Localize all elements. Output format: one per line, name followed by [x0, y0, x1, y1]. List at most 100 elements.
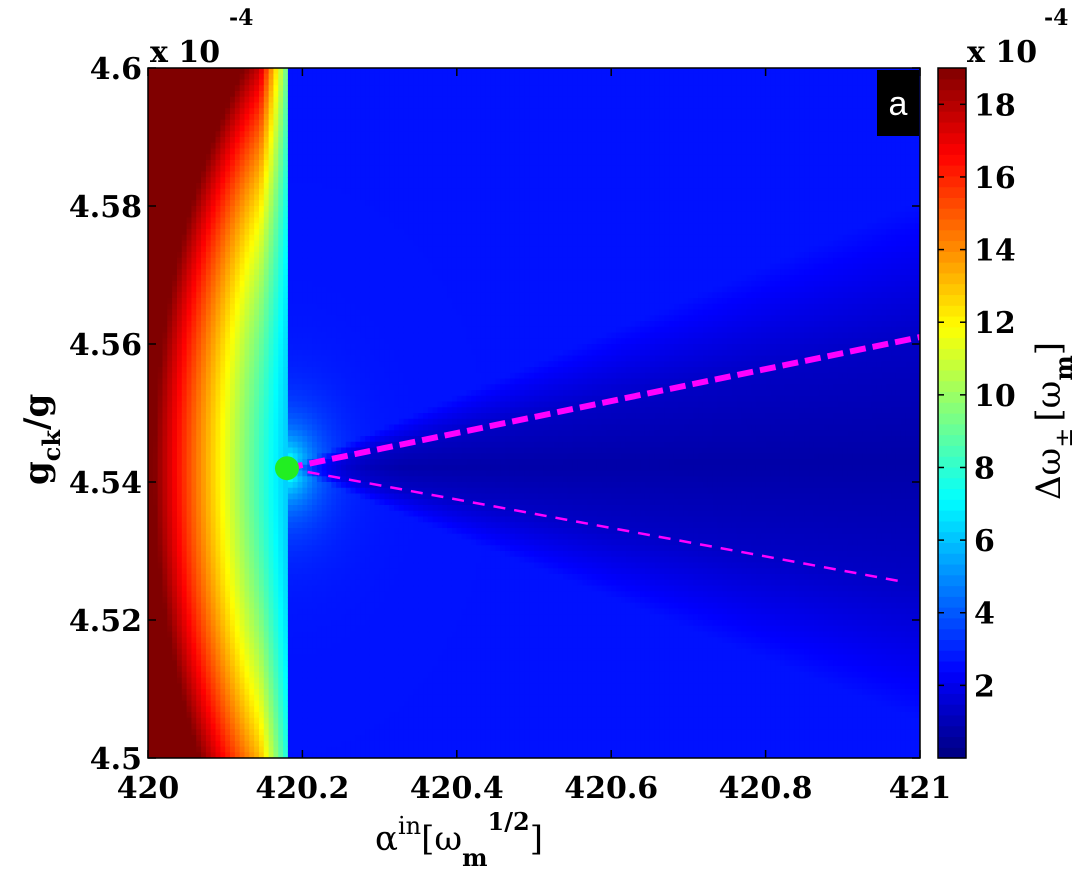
heatmap-cell [278, 344, 284, 351]
heatmap-cell [312, 378, 318, 385]
heatmap-cell [172, 229, 178, 236]
heatmap-cell [191, 441, 197, 449]
heatmap-cell [215, 303, 221, 311]
heatmap-cell [196, 637, 202, 644]
heatmap-cell [167, 165, 173, 173]
heatmap-cell [201, 510, 207, 518]
heatmap-cell [345, 280, 352, 288]
heatmap-cell [234, 315, 241, 322]
heatmap-cell [181, 217, 188, 224]
heatmap-cell [215, 528, 221, 535]
heatmap-cell [287, 660, 294, 667]
heatmap-cell [273, 165, 279, 173]
heatmap-cell [287, 349, 294, 357]
heatmap-cell [234, 349, 241, 357]
heatmap-cell [191, 597, 197, 604]
heatmap-cell [215, 137, 221, 144]
heatmap-cell [172, 390, 178, 397]
heatmap-cell [278, 355, 284, 362]
heatmap-cell [254, 384, 260, 391]
heatmap-cell [345, 68, 352, 75]
heatmap-cell [312, 114, 318, 121]
heatmap-cell [215, 91, 221, 98]
heatmap-cell [186, 309, 193, 316]
heatmap-cell [176, 303, 183, 311]
heatmap-cell [341, 384, 347, 391]
heatmap-cell [312, 68, 318, 75]
heatmap-cell [244, 125, 250, 132]
heatmap-cell [201, 73, 207, 81]
heatmap-cell [254, 165, 260, 173]
heatmap-cell [196, 551, 202, 558]
heatmap-cell [287, 591, 294, 598]
heatmap-cell [152, 165, 159, 173]
heatmap-cell [181, 395, 188, 403]
heatmap-cell [326, 137, 332, 144]
heatmap-cell [321, 367, 328, 374]
heatmap-cell [321, 660, 328, 667]
heatmap-cell [210, 482, 217, 489]
heatmap-cell [176, 608, 183, 615]
heatmap-cell [167, 539, 173, 546]
heatmap-cell [234, 562, 241, 569]
heatmap-cell [220, 108, 226, 115]
heatmap-cell [220, 510, 226, 518]
heatmap-cell [345, 332, 352, 339]
heatmap-cell [239, 165, 246, 173]
heatmap-cell [148, 229, 154, 236]
heatmap-cell [254, 424, 260, 431]
heatmap-cell [287, 522, 294, 529]
heatmap-cell [302, 625, 308, 633]
heatmap-cell [157, 321, 164, 328]
heatmap-cell [181, 723, 188, 730]
heatmap-cell [234, 361, 241, 368]
heatmap-cell [210, 332, 217, 339]
heatmap-cell [152, 430, 159, 437]
heatmap-cell [254, 344, 260, 351]
heatmap-cell [162, 602, 168, 610]
heatmap-cell [196, 516, 202, 523]
heatmap-cell [249, 441, 255, 449]
heatmap-cell [283, 441, 289, 449]
heatmap-cell [273, 275, 279, 282]
heatmap-cell [176, 551, 183, 558]
heatmap-cell [312, 706, 318, 713]
heatmap-cell [254, 418, 260, 426]
heatmap-cell [249, 666, 255, 673]
heatmap-cell [244, 229, 250, 236]
heatmap-cell [249, 263, 255, 270]
heatmap-cell [205, 556, 212, 564]
heatmap-cell [244, 464, 250, 472]
heatmap-cell [210, 200, 217, 207]
heatmap-cell [307, 545, 313, 552]
heatmap-cell [258, 286, 265, 293]
heatmap-cell [321, 625, 328, 633]
heatmap-cell [249, 292, 255, 299]
heatmap-cell [234, 424, 241, 431]
heatmap-cell [152, 528, 159, 535]
heatmap-cell [201, 206, 207, 213]
heatmap-cell [148, 390, 154, 397]
heatmap-cell [210, 344, 217, 351]
heatmap-cell [254, 677, 260, 684]
heatmap-cell [181, 556, 188, 564]
heatmap-cell [249, 378, 255, 385]
heatmap-cell [321, 620, 328, 627]
heatmap-cell [234, 298, 241, 305]
heatmap-cell [297, 752, 303, 758]
heatmap-cell [230, 96, 236, 104]
heatmap-cell [167, 499, 173, 506]
heatmap-cell [172, 200, 178, 207]
heatmap-cell [230, 200, 236, 207]
heatmap-cell [331, 482, 337, 489]
heatmap-cell [210, 73, 217, 81]
heatmap-cell [167, 700, 173, 707]
heatmap-cell [331, 545, 337, 552]
heatmap-cell [312, 740, 318, 748]
heatmap-cell [176, 413, 183, 420]
heatmap-cell [205, 344, 212, 351]
heatmap-cell [230, 275, 236, 282]
heatmap-cell [220, 321, 226, 328]
heatmap-cell [297, 418, 303, 426]
heatmap-cell [341, 298, 347, 305]
